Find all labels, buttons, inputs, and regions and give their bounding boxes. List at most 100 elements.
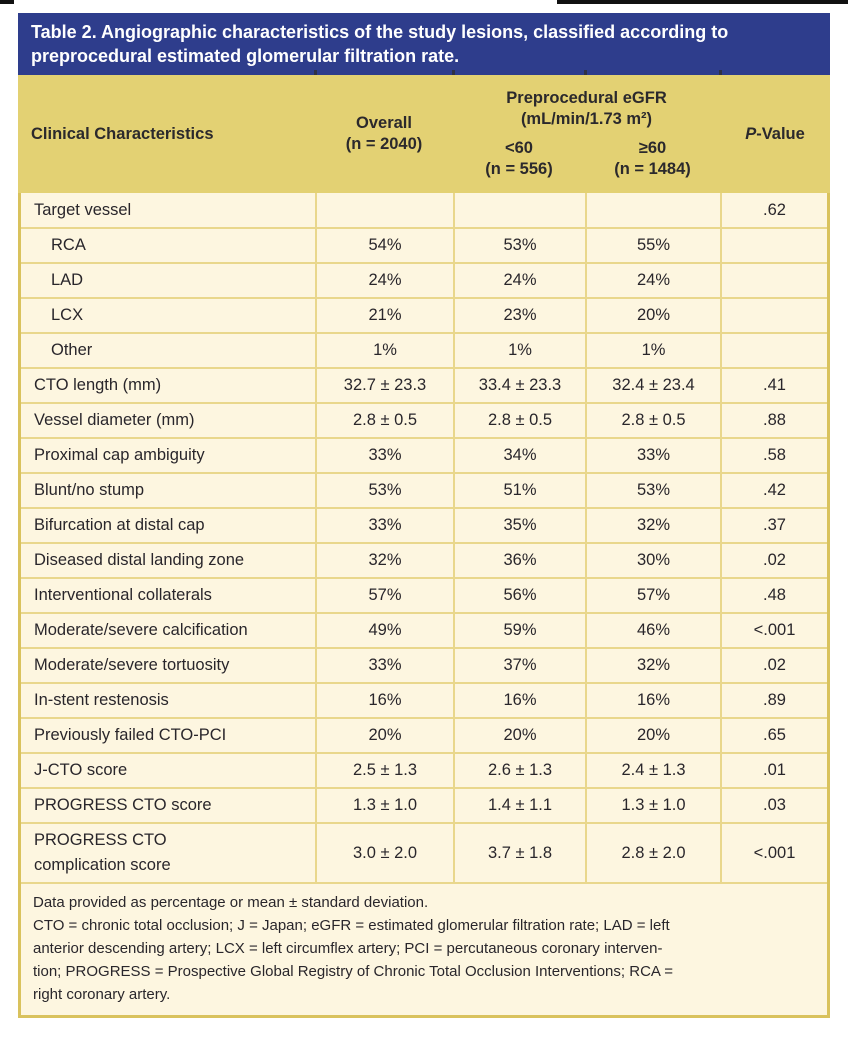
cell-overall bbox=[315, 193, 453, 227]
cell-overall: 2.5 ± 1.3 bbox=[315, 754, 453, 787]
cell-overall: 20% bbox=[315, 719, 453, 752]
header-egfr-subcolumns: <60 (n = 556) ≥60 (n = 1484) bbox=[453, 138, 720, 180]
header-egfr-group-title: Preprocedural eGFR (mL/min/1.73 m²) bbox=[453, 88, 720, 130]
cell-gte60: 33% bbox=[585, 439, 720, 472]
cell-gte60: 32.4 ± 23.4 bbox=[585, 369, 720, 402]
cell-pvalue bbox=[720, 299, 827, 332]
header-egfr-line2: (mL/min/1.73 m²) bbox=[520, 110, 653, 129]
cell-overall: 2.8 ± 0.5 bbox=[315, 404, 453, 437]
cell-gte60: 53% bbox=[585, 474, 720, 507]
row-label: Interventional collaterals bbox=[34, 586, 212, 604]
header-egfr-line1: Preprocedural eGFR bbox=[506, 89, 667, 108]
cell-overall: 33% bbox=[315, 509, 453, 542]
cell-pvalue: .37 bbox=[720, 509, 827, 542]
table-row: LAD 24% 24% 24% bbox=[21, 262, 827, 297]
table-body-container: Target vessel .62 RCA 54% 53% 55% LAD 24% 24% 24%… bbox=[18, 193, 830, 1018]
row-label: Vessel diameter (mm) bbox=[34, 411, 195, 429]
cell-overall: 21% bbox=[315, 299, 453, 332]
scan-artifact-right bbox=[557, 0, 848, 4]
cell-overall: 57% bbox=[315, 579, 453, 612]
table-row: PROGRESS CTO complication score 3.0 ± 2.0… bbox=[21, 822, 827, 882]
cell-lt60: 16% bbox=[453, 684, 585, 717]
cell-lt60: 2.6 ± 1.3 bbox=[453, 754, 585, 787]
row-label: RCA bbox=[51, 236, 86, 254]
row-label: Moderate/severe calcification bbox=[34, 621, 248, 639]
cell-pvalue bbox=[720, 334, 827, 367]
cell-gte60: 1.3 ± 1.0 bbox=[585, 789, 720, 822]
cell-lt60: 59% bbox=[453, 614, 585, 647]
cell-pvalue: .65 bbox=[720, 719, 827, 752]
cell-lt60: 51% bbox=[453, 474, 585, 507]
row-label: Target vessel bbox=[34, 200, 132, 219]
table-row: PROGRESS CTO score 1.3 ± 1.0 1.4 ± 1.1 1.3 … bbox=[21, 787, 827, 822]
row-label: Blunt/no stump bbox=[34, 481, 145, 499]
table-row: Target vessel .62 bbox=[21, 193, 827, 227]
cell-pvalue: .42 bbox=[720, 474, 827, 507]
cell-gte60: 2.8 ± 2.0 bbox=[585, 824, 720, 882]
row-label: LCX bbox=[51, 306, 84, 324]
header-p-value: P-Value bbox=[745, 124, 805, 143]
header-clinical-characteristics: Clinical Characteristics bbox=[31, 124, 214, 143]
table-row: LCX 21% 23% 20% bbox=[21, 297, 827, 332]
footnote-line: CTO = chronic total occlusion; J = Japan… bbox=[33, 917, 670, 934]
tick-mark bbox=[584, 70, 587, 75]
table-row: Bifurcation at distal cap 33% 35% 32% .37 bbox=[21, 507, 827, 542]
cell-pvalue: .03 bbox=[720, 789, 827, 822]
cell-pvalue: .89 bbox=[720, 684, 827, 717]
cell-pvalue: <.001 bbox=[720, 824, 827, 882]
cell-overall: 32% bbox=[315, 544, 453, 577]
table-row: CTO length (mm) 32.7 ± 23.3 33.4 ± 23.3 32.… bbox=[21, 367, 827, 402]
tick-mark bbox=[314, 70, 317, 75]
row-label: Bifurcation at distal cap bbox=[34, 516, 205, 534]
cell-overall: 33% bbox=[315, 439, 453, 472]
row-label: PROGRESS CTO score bbox=[34, 796, 212, 814]
header-overall-line1: Overall bbox=[356, 114, 412, 132]
table-row: Vessel diameter (mm) 2.8 ± 0.5 2.8 ± 0.5 2.… bbox=[21, 402, 827, 437]
cell-pvalue: <.001 bbox=[720, 614, 827, 647]
table-title-line1: Table 2. Angiographic characteristics of… bbox=[31, 22, 729, 42]
cell-lt60: 2.8 ± 0.5 bbox=[453, 404, 585, 437]
cell-gte60: 1% bbox=[585, 334, 720, 367]
cell-gte60: 20% bbox=[585, 299, 720, 332]
table-row: Moderate/severe calcification 49% 59% 46% <.… bbox=[21, 612, 827, 647]
table-row: Proximal cap ambiguity 33% 34% 33% .58 bbox=[21, 437, 827, 472]
table-header-row: Clinical Characteristics Overall (n = 20… bbox=[18, 75, 830, 193]
cell-overall: 3.0 ± 2.0 bbox=[315, 824, 453, 882]
cell-gte60: 16% bbox=[585, 684, 720, 717]
header-egfr-group: Preprocedural eGFR (mL/min/1.73 m²) <60 … bbox=[453, 75, 720, 193]
footnote-line: Data provided as percentage or mean ± st… bbox=[33, 894, 429, 911]
cell-pvalue: .62 bbox=[720, 193, 827, 227]
cell-gte60: 32% bbox=[585, 649, 720, 682]
cell-pvalue: .58 bbox=[720, 439, 827, 472]
cell-gte60: 20% bbox=[585, 719, 720, 752]
cell-pvalue: .01 bbox=[720, 754, 827, 787]
header-gte60-line1: ≥60 bbox=[638, 138, 667, 157]
cell-lt60: 1% bbox=[453, 334, 585, 367]
cell-gte60: 2.4 ± 1.3 bbox=[585, 754, 720, 787]
cell-lt60: 37% bbox=[453, 649, 585, 682]
cell-pvalue bbox=[720, 229, 827, 262]
table-row: RCA 54% 53% 55% bbox=[21, 227, 827, 262]
table-row: Diseased distal landing zone 32% 36% 30% .02 bbox=[21, 542, 827, 577]
row-label: CTO length (mm) bbox=[34, 376, 162, 394]
table-row: Previously failed CTO-PCI 20% 20% 20% .65 bbox=[21, 717, 827, 752]
header-lt60: <60 (n = 556) bbox=[453, 138, 585, 180]
cell-lt60: 34% bbox=[453, 439, 585, 472]
cell-pvalue: .48 bbox=[720, 579, 827, 612]
cell-gte60: 55% bbox=[585, 229, 720, 262]
cell-gte60: 2.8 ± 0.5 bbox=[585, 404, 720, 437]
cell-overall: 54% bbox=[315, 229, 453, 262]
table-row: Moderate/severe tortuosity 33% 37% 32% .02 bbox=[21, 647, 827, 682]
table-row: J-CTO score 2.5 ± 1.3 2.6 ± 1.3 2.4 ± 1.3.0… bbox=[21, 752, 827, 787]
row-label: PROGRESS CTO complication score bbox=[34, 831, 171, 874]
cell-gte60: 32% bbox=[585, 509, 720, 542]
cell-pvalue: .02 bbox=[720, 649, 827, 682]
row-label: Diseased distal landing zone bbox=[34, 551, 245, 569]
cell-lt60: 36% bbox=[453, 544, 585, 577]
tick-mark bbox=[452, 70, 455, 75]
cell-lt60: 56% bbox=[453, 579, 585, 612]
cell-lt60: 3.7 ± 1.8 bbox=[453, 824, 585, 882]
cell-lt60: 35% bbox=[453, 509, 585, 542]
cell-overall: 33% bbox=[315, 649, 453, 682]
row-label: Proximal cap ambiguity bbox=[34, 446, 205, 464]
